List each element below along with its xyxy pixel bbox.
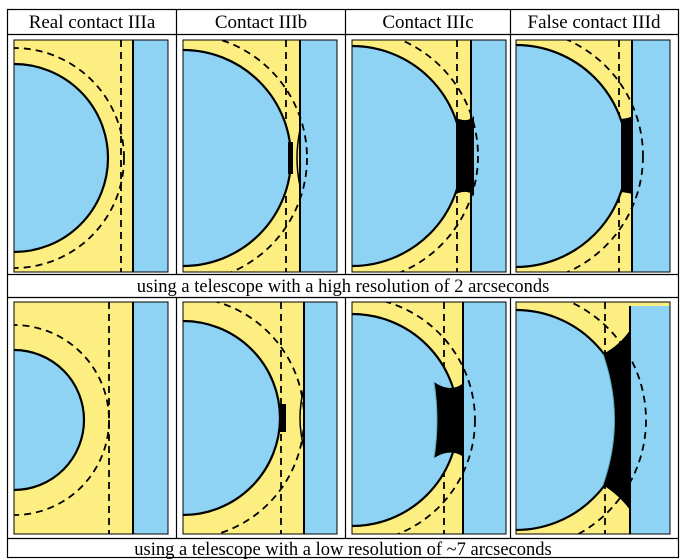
header-contact-iiic: Contact IIIc [382, 12, 473, 33]
panel-borders [13, 39, 671, 535]
table-grid [6, 8, 680, 559]
panel-low-res-contact-iiic [352, 302, 506, 534]
header-contact-iiib: Contact IIIb [215, 12, 307, 33]
panel-high-res-contact-iiib [183, 40, 337, 272]
caption-low-resolution: using a telescope with a low resolution … [134, 540, 551, 559]
caption-high-resolution: using a telescope with a high resolution… [137, 277, 550, 297]
panel-high-res-false-contact [516, 40, 670, 272]
header-real-contact-iiia: Real contact IIIa [29, 12, 156, 33]
panel-low-res-contact-iiib [183, 302, 337, 534]
panel-low-res-false-contact [516, 302, 670, 534]
panel-high-res-contact-iiic [352, 40, 506, 272]
panel-low-res-real-contact [14, 302, 168, 534]
header-false-contact-iiid: False contact IIId [528, 12, 661, 33]
panel-high-res-real-contact [14, 40, 168, 272]
